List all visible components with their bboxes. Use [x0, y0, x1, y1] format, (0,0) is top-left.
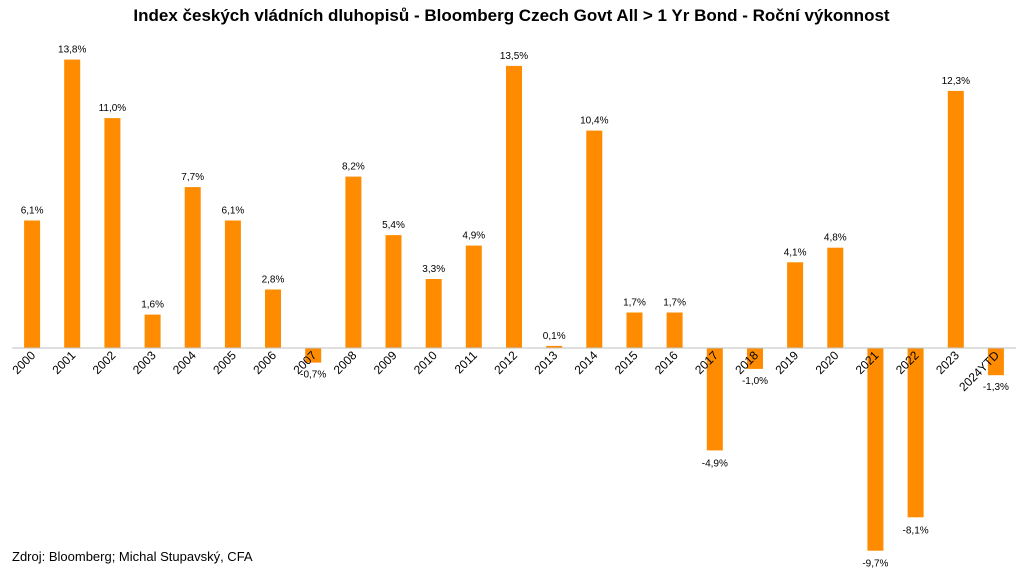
- value-label-2022: -8,1%: [903, 525, 929, 536]
- x-tick-label-2023: 2023: [933, 348, 962, 377]
- bar-2020: [827, 247, 844, 348]
- x-tick-label-2015: 2015: [612, 348, 641, 377]
- x-tick-label-2019: 2019: [772, 348, 801, 377]
- bar-2017: [706, 348, 723, 451]
- x-tick-label-2016: 2016: [652, 348, 681, 377]
- value-label-2020: 4,8%: [824, 233, 847, 244]
- bar-2022: [907, 348, 924, 518]
- value-label-2019: 4,1%: [784, 247, 807, 258]
- bar-2007: [305, 348, 322, 363]
- bar-2014: [586, 130, 603, 348]
- value-label-2011: 4,9%: [462, 231, 485, 242]
- bar-2005: [224, 220, 241, 348]
- x-tick-label-2014: 2014: [572, 348, 601, 377]
- bar-2016: [666, 312, 683, 348]
- x-tick-label-2011: 2011: [452, 348, 480, 376]
- x-tick-label-2010: 2010: [411, 348, 440, 377]
- x-tick-label-2000: 2000: [9, 348, 38, 377]
- bar-2008: [345, 176, 362, 348]
- value-label-2001: 13,8%: [58, 45, 86, 56]
- value-label-2000: 6,1%: [21, 206, 44, 217]
- value-label-2018: -1,0%: [742, 376, 768, 387]
- value-label-2017: -4,9%: [702, 458, 728, 469]
- x-tick-label-2006: 2006: [250, 348, 279, 377]
- x-tick-labels-group: 2000 2001 2002 2003 2004 2005 2006 2007 2008 2009…: [9, 348, 1002, 394]
- bar-2009: [385, 235, 402, 348]
- value-label-2024YTD: -1,3%: [983, 382, 1009, 393]
- value-label-2006: 2,8%: [262, 275, 285, 286]
- value-label-2014: 10,4%: [580, 116, 608, 127]
- value-label-2004: 7,7%: [181, 172, 204, 183]
- bar-2000: [24, 220, 41, 348]
- value-label-2010: 3,3%: [422, 264, 445, 275]
- x-tick-label-2013: 2013: [532, 348, 561, 377]
- x-tick-label-2004: 2004: [170, 348, 199, 377]
- value-label-2009: 5,4%: [382, 220, 405, 231]
- bar-2019: [787, 262, 804, 348]
- value-label-2007: -0,7%: [300, 370, 326, 381]
- value-label-2005: 6,1%: [222, 206, 245, 217]
- value-label-2015: 1,7%: [623, 298, 646, 309]
- bar-2018: [747, 348, 763, 369]
- x-tick-label-2003: 2003: [130, 348, 159, 377]
- value-label-2008: 8,2%: [342, 162, 365, 173]
- bar-2023: [947, 90, 964, 349]
- x-tick-label-2008: 2008: [331, 348, 360, 377]
- bar-2013: [546, 345, 563, 348]
- value-label-2023: 12,3%: [942, 76, 970, 87]
- source-note: Zdroj: Bloomberg; Michal Stupavský, CFA: [12, 549, 253, 564]
- bar-2003: [144, 314, 161, 348]
- x-tick-label-2012: 2012: [491, 348, 520, 377]
- x-tick-label-2002: 2002: [90, 348, 119, 377]
- bar-2024YTD: [987, 348, 1004, 376]
- bar-2001: [64, 59, 81, 348]
- value-label-2016: 1,7%: [663, 298, 686, 309]
- x-tick-label-2005: 2005: [210, 348, 239, 377]
- value-label-2021: -9,7%: [862, 559, 888, 570]
- bar-2010: [425, 279, 442, 348]
- chart-title: Index českých vládních dluhopisů - Bloom…: [133, 6, 890, 25]
- bars-group: [24, 59, 1004, 551]
- bar-2004: [184, 187, 201, 348]
- bar-2011: [465, 245, 482, 348]
- x-tick-label-2009: 2009: [371, 348, 400, 377]
- x-tick-label-2020: 2020: [813, 348, 842, 377]
- value-labels-group: 6,1% 13,8% 11,0% 1,6% 7,7% 6,1% 2,8% -0,7% 8,2% 5…: [21, 45, 1009, 570]
- bar-2006: [265, 289, 281, 348]
- bar-2012: [506, 65, 522, 349]
- x-tick-label-2001: 2001: [50, 348, 79, 377]
- value-label-2003: 1,6%: [141, 300, 164, 311]
- value-label-2002: 11,0%: [99, 103, 127, 114]
- value-label-2012: 13,5%: [500, 51, 528, 62]
- value-label-2013: 0,1%: [543, 331, 566, 342]
- bar-2021: [867, 348, 884, 551]
- bar-2002: [104, 118, 121, 348]
- bar-2015: [626, 312, 643, 348]
